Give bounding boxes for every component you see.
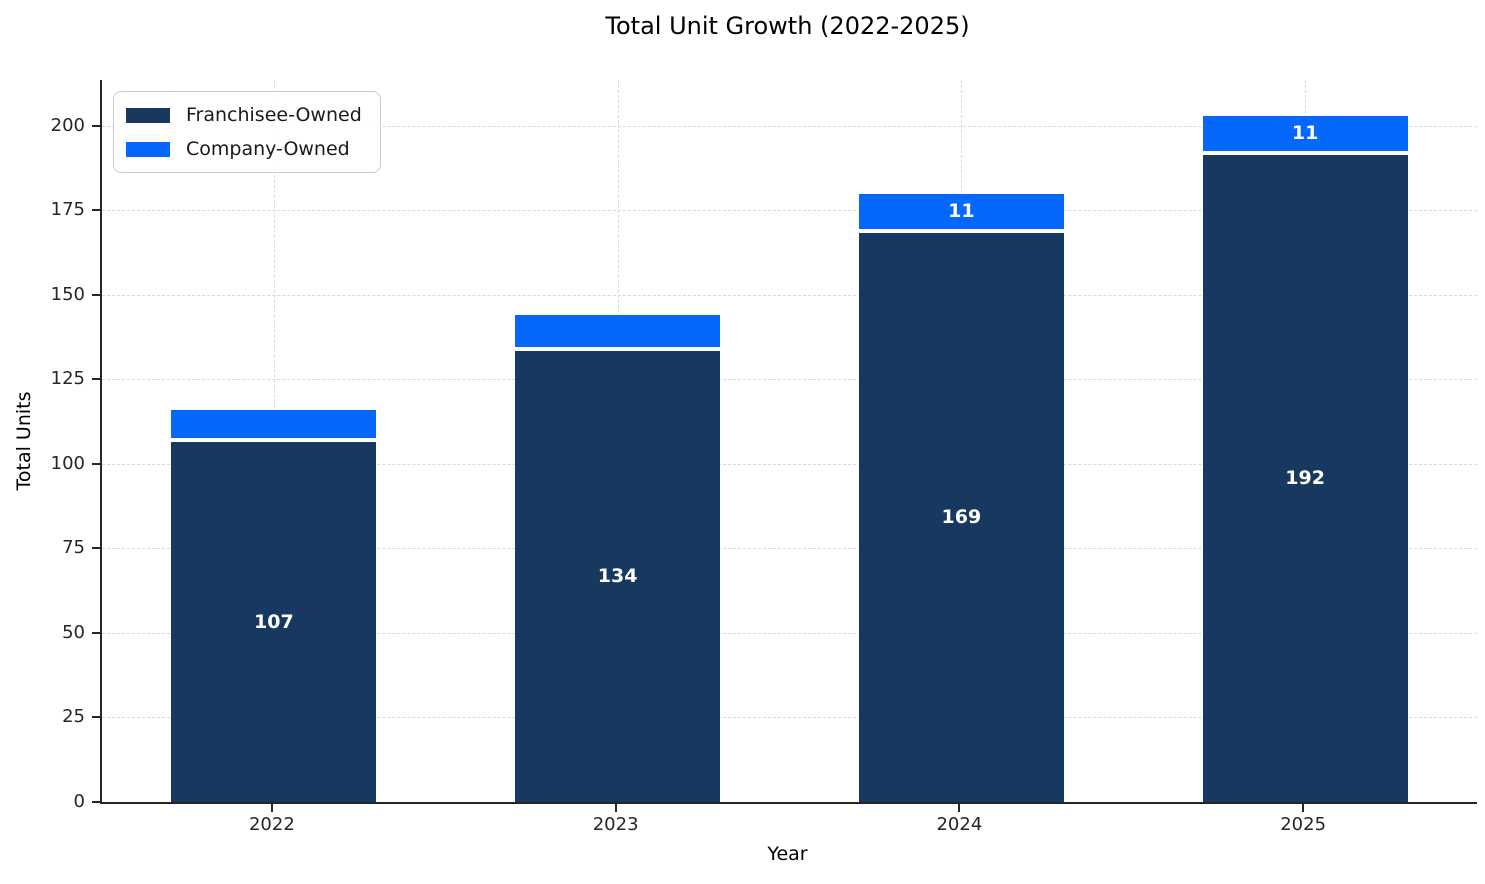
y-tick-mark: [92, 378, 100, 381]
legend-label: Company-Owned: [186, 138, 350, 160]
y-tick-mark: [92, 124, 100, 127]
bar-segment-company-owned: 11: [1202, 115, 1408, 154]
x-axis-label: Year: [767, 843, 808, 865]
bar-value-label: 169: [941, 505, 982, 528]
y-tick-label: 25: [62, 706, 85, 728]
h-gridline: [102, 294, 1477, 296]
h-gridline: [102, 548, 1477, 550]
x-tick-label: 2024: [936, 814, 983, 835]
chart-title: Total Unit Growth (2022-2025): [605, 12, 970, 40]
y-tick-label: 100: [50, 452, 85, 474]
bar-segment-company-owned: [171, 409, 377, 441]
y-tick-label: 0: [73, 791, 85, 812]
bar-value-label: 107: [254, 610, 294, 633]
bar-value-label: 11: [1291, 121, 1319, 144]
h-gridline: [102, 463, 1477, 465]
legend-item-franchisee-owned: Franchisee-Owned: [126, 104, 362, 126]
h-gridline: [102, 379, 1477, 381]
x-tick-label: 2022: [248, 814, 295, 835]
bar-value-label: 192: [1285, 467, 1325, 489]
x-tick-mark: [1302, 804, 1305, 812]
y-tick-mark: [92, 462, 100, 465]
plot-area: 107 134 169 11 192 11: [100, 80, 1477, 804]
h-gridline: [102, 125, 1477, 127]
y-tick-mark: [92, 209, 100, 212]
y-axis-label: Total Units: [13, 391, 35, 491]
y-tick-mark: [92, 801, 100, 803]
bar-segment-company-owned: [515, 315, 721, 350]
y-tick-mark: [92, 293, 100, 296]
h-gridline: [102, 632, 1477, 634]
x-tick-label: 2023: [592, 814, 639, 835]
bar-segment-franchisee-owned: 107: [171, 440, 377, 802]
bar-2022: 107: [171, 409, 377, 802]
y-tick-label: 50: [62, 621, 85, 643]
h-gridline: [102, 717, 1477, 719]
y-tick-mark: [92, 547, 100, 550]
y-tick-label: 75: [62, 537, 85, 559]
bar-segment-franchisee-owned: 134: [515, 349, 721, 802]
y-tick-label: 175: [50, 199, 85, 221]
bar-value-label: 11: [948, 199, 975, 222]
y-tick-label: 200: [50, 114, 85, 136]
bar-2024: 169 11: [858, 193, 1064, 802]
bar-2025: 192 11: [1202, 115, 1408, 802]
bar-segment-company-owned: 11: [858, 193, 1064, 231]
y-tick-mark: [92, 631, 100, 634]
y-tick-label: 125: [50, 368, 85, 390]
bar-segment-franchisee-owned: 192: [1202, 153, 1408, 802]
bar-segment-franchisee-owned: 169: [858, 230, 1064, 802]
x-tick-label: 2025: [1280, 814, 1327, 835]
bar-2023: 134: [515, 315, 721, 802]
legend: Franchisee-Owned Company-Owned: [113, 91, 381, 173]
legend-swatch: [126, 107, 170, 123]
legend-label: Franchisee-Owned: [186, 104, 362, 126]
x-tick-mark: [958, 804, 961, 812]
y-tick-mark: [92, 716, 100, 719]
legend-item-company-owned: Company-Owned: [126, 138, 362, 160]
x-tick-mark: [614, 804, 617, 812]
legend-swatch: [126, 141, 170, 157]
bar-value-label: 134: [597, 565, 638, 588]
y-tick-label: 150: [50, 283, 85, 305]
x-tick-mark: [270, 804, 273, 812]
h-gridline: [102, 210, 1477, 212]
